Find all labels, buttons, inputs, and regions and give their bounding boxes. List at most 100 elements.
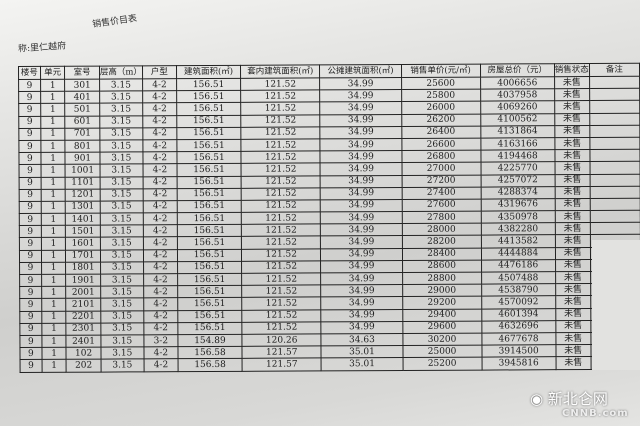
table-cell: 156.51 bbox=[177, 188, 242, 201]
table-cell: 4069260 bbox=[480, 101, 555, 114]
table-cell: 28600 bbox=[402, 259, 482, 273]
table-cell: 3.15 bbox=[100, 346, 144, 360]
table-cell: 35.01 bbox=[321, 357, 403, 371]
table-cell: 未售 bbox=[554, 137, 590, 150]
table-cell: 121.52 bbox=[241, 260, 321, 274]
table-cell: 3.15 bbox=[100, 334, 144, 348]
table-cell: 9 bbox=[19, 189, 41, 202]
blurred-region bbox=[592, 240, 640, 370]
table-cell: 4444884 bbox=[481, 247, 556, 260]
table-cell: 3914500 bbox=[481, 344, 556, 358]
table-cell: 34.99 bbox=[320, 248, 403, 261]
table-cell: 26400 bbox=[401, 125, 481, 139]
column-header: 建筑面积(㎡) bbox=[176, 65, 241, 79]
table-cell: 25200 bbox=[402, 357, 482, 370]
table-cell: 4-2 bbox=[142, 127, 177, 140]
table-cell: 4-2 bbox=[142, 176, 178, 189]
table-cell: 156.51 bbox=[176, 102, 241, 116]
table-cell: 未售 bbox=[554, 125, 590, 138]
table-cell: 121.52 bbox=[240, 138, 321, 152]
table-cell: 4-2 bbox=[142, 115, 177, 128]
table-cell: 3.15 bbox=[100, 261, 144, 275]
table-cell: 156.51 bbox=[177, 261, 242, 274]
table-cell: 34.99 bbox=[320, 174, 402, 188]
table-cell: 121.52 bbox=[241, 248, 321, 262]
table-cell: 9 bbox=[19, 201, 42, 214]
table-cell: 156.51 bbox=[177, 224, 242, 238]
table-cell: 34.99 bbox=[321, 296, 403, 310]
table-cell: 2201 bbox=[66, 310, 101, 324]
table-cell: 121.52 bbox=[241, 199, 321, 213]
table-cell: 4-2 bbox=[143, 285, 178, 299]
table-cell: 4-2 bbox=[143, 358, 179, 372]
table-cell: 3.15 bbox=[100, 212, 144, 226]
table-cell: 121.52 bbox=[240, 114, 321, 128]
table-cell: 156.51 bbox=[176, 127, 241, 140]
table-cell: 未售 bbox=[555, 332, 591, 345]
table-cell: 901 bbox=[65, 152, 100, 165]
table-cell: 1401 bbox=[65, 213, 101, 226]
table-cell: 27400 bbox=[401, 186, 481, 200]
table-cell: 156.51 bbox=[177, 200, 242, 213]
table-cell: 9 bbox=[19, 323, 42, 336]
table-cell: 1 bbox=[40, 128, 66, 141]
table-cell: 1001 bbox=[65, 164, 100, 177]
table-cell: 4-2 bbox=[143, 212, 178, 226]
table-cell: 1 bbox=[41, 274, 67, 287]
table-cell: 1 bbox=[40, 188, 66, 202]
table-cell: 9 bbox=[19, 262, 42, 275]
table-cell: 未售 bbox=[554, 113, 590, 126]
table-cell: 3-2 bbox=[143, 334, 178, 347]
project-name: 称:里仁越府 bbox=[17, 41, 67, 55]
table-cell: 1 bbox=[41, 213, 66, 226]
table-cell: 3.15 bbox=[100, 273, 144, 287]
table-cell: 4-2 bbox=[143, 346, 178, 360]
table-cell: 1 bbox=[41, 286, 67, 299]
table-cell: 未售 bbox=[554, 186, 590, 199]
table-cell: 156.51 bbox=[177, 285, 242, 299]
table-cell: 4601394 bbox=[481, 308, 556, 321]
table-cell: 156.51 bbox=[176, 90, 241, 104]
table-cell: 1 bbox=[40, 176, 66, 190]
table-cell: 1801 bbox=[65, 261, 101, 275]
column-header: 室号 bbox=[64, 66, 100, 80]
table-cell: 34.99 bbox=[320, 187, 402, 200]
table-cell: 未售 bbox=[555, 320, 591, 333]
table-cell: 34.99 bbox=[320, 235, 403, 249]
table-cell: 9 bbox=[19, 286, 42, 299]
table-cell: 4476186 bbox=[481, 259, 556, 273]
table-cell: 121.52 bbox=[241, 321, 322, 335]
table-cell: 121.52 bbox=[241, 236, 321, 249]
table-cell: 27800 bbox=[401, 211, 481, 224]
table-cell: 4538790 bbox=[481, 283, 556, 297]
table-cell: 9 bbox=[19, 310, 42, 324]
table-cell: 3.15 bbox=[99, 127, 143, 141]
table-cell: 34.99 bbox=[320, 223, 402, 237]
column-header: 层高（m） bbox=[99, 65, 143, 80]
table-cell bbox=[589, 124, 640, 138]
table-cell: 1201 bbox=[65, 188, 100, 202]
table-cell: 801 bbox=[65, 140, 100, 153]
table-cell: 1701 bbox=[65, 249, 101, 263]
table-cell: 4-2 bbox=[143, 310, 178, 323]
table-cell: 未售 bbox=[555, 222, 591, 236]
table-cell: 4-2 bbox=[143, 200, 178, 213]
table-cell: 156.51 bbox=[176, 163, 242, 177]
table-cell: 34.99 bbox=[320, 150, 402, 164]
table-cell bbox=[589, 76, 640, 89]
table-cell: 1 bbox=[40, 164, 66, 177]
table-cell: 4-2 bbox=[142, 78, 177, 92]
watermark-text: 新北仑网 bbox=[547, 390, 608, 408]
table-cell: 9 bbox=[19, 237, 42, 251]
table-cell: 156.51 bbox=[177, 297, 242, 311]
table-cell: 4632696 bbox=[481, 320, 556, 334]
table-cell: 4507488 bbox=[481, 271, 556, 285]
table-cell: 121.52 bbox=[241, 272, 322, 286]
table-cell: 34.99 bbox=[320, 260, 403, 273]
table-cell: 121.52 bbox=[241, 187, 321, 201]
table-cell: 4350978 bbox=[480, 210, 556, 224]
table-cell: 34.99 bbox=[320, 114, 402, 127]
table-cell: 121.52 bbox=[241, 175, 321, 189]
table-cell: 未售 bbox=[555, 344, 591, 358]
table-cell: 156.51 bbox=[177, 248, 242, 262]
